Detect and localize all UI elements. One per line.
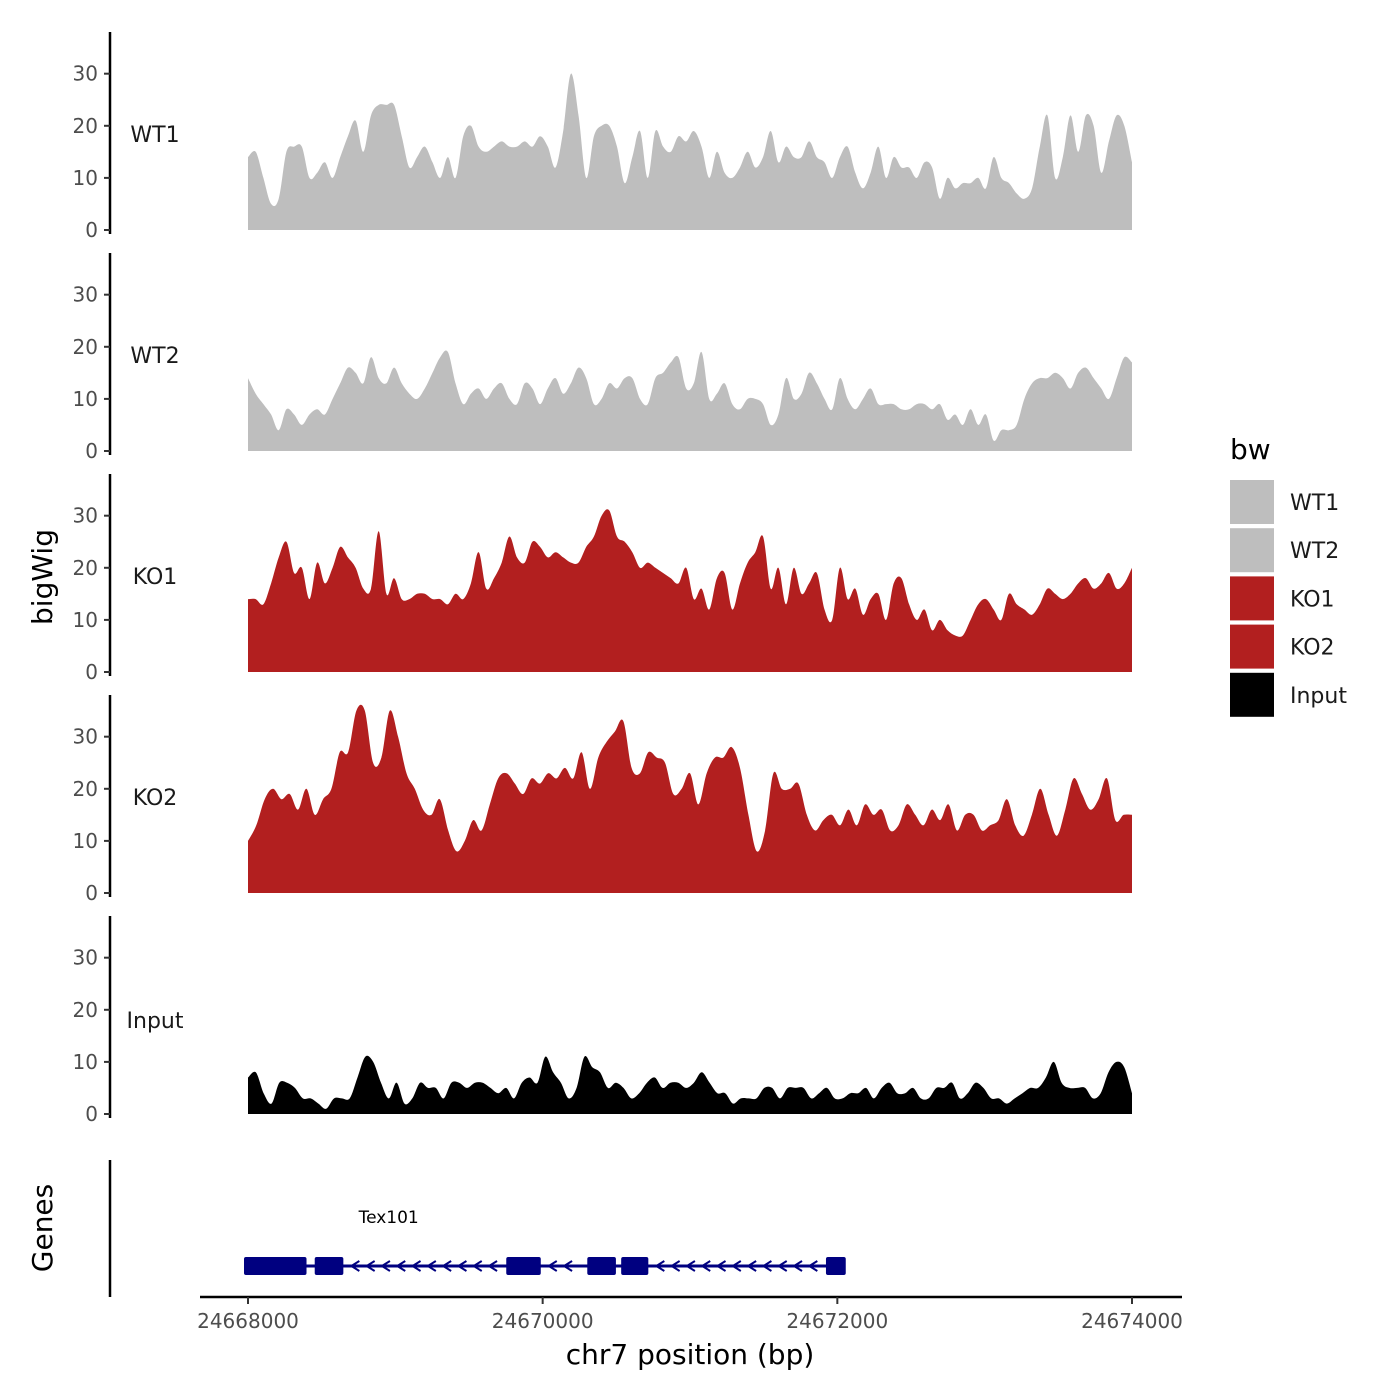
legend-label-ko2: KO2 [1290, 636, 1335, 661]
y-tick-label: 20 [73, 998, 98, 1022]
legend-swatch-ko2 [1230, 624, 1274, 669]
legend-label-wt1: WT1 [1290, 491, 1339, 516]
y-tick-label: 10 [73, 829, 98, 853]
x-axis-title: chr7 position (bp) [566, 1338, 815, 1371]
strand-arrow [562, 1260, 573, 1272]
strand-arrow [456, 1260, 467, 1272]
y-tick-label: 10 [73, 166, 98, 190]
y-tick-label: 10 [73, 1050, 98, 1074]
strand-arrow [380, 1260, 391, 1272]
x-tick-label: 24670000 [492, 1309, 594, 1333]
gene-track: Tex101 [108, 1160, 846, 1297]
strand-arrow [776, 1260, 788, 1272]
gene-name-label: Tex101 [358, 1208, 419, 1228]
legend-swatch-ko1 [1230, 576, 1274, 621]
y-axis-title: bigWig [26, 529, 59, 625]
y-tick-label: 20 [73, 335, 98, 359]
legend-swatch-wt2 [1230, 528, 1274, 573]
y-tick-label: 30 [73, 725, 98, 749]
genes-axis-title: Genes [26, 1184, 59, 1272]
y-tick-label: 0 [85, 881, 98, 905]
gene-exon [825, 1257, 846, 1275]
y-tick-label: 30 [73, 946, 98, 970]
legend-label-wt2: WT2 [1290, 539, 1339, 564]
tracks-group: 0 10 20 30 WT1 0 10 20 30 WT2 0 10 20 30 KO1 0 10 20 30 KO2… [73, 32, 1132, 1126]
y-tick-label: 0 [85, 1102, 98, 1126]
strand-arrow [730, 1260, 742, 1272]
coverage-area-wt2 [248, 350, 1132, 451]
strand-arrow [807, 1260, 818, 1272]
strand-arrow [654, 1260, 665, 1272]
legend: bw WT1 WT2 KO1 KO2 Input [1230, 433, 1347, 717]
y-tick-label: 20 [73, 777, 98, 801]
track-input: 0 10 20 30 Input [73, 916, 1132, 1126]
strand-arrow [761, 1260, 772, 1272]
x-axis: 24668000 24670000 24672000 24674000 [197, 1295, 1183, 1333]
legend-swatch-input [1230, 672, 1274, 717]
track-ko2: 0 10 20 30 KO2 [73, 695, 1132, 905]
legend-swatch-wt1 [1230, 480, 1274, 524]
y-tick-label: 10 [73, 608, 98, 632]
strand-arrow [349, 1260, 360, 1272]
strand-arrow [792, 1260, 803, 1272]
coverage-area-input [248, 1055, 1132, 1114]
strand-arrow [487, 1260, 498, 1272]
track-wt1: 0 10 20 30 WT1 [73, 32, 1132, 242]
y-tick-label: 30 [73, 504, 98, 528]
coverage-area-ko2 [248, 704, 1132, 893]
track-label: KO1 [133, 565, 178, 590]
gene-exon [314, 1257, 344, 1275]
gene-exon [244, 1257, 307, 1275]
gene-exon [587, 1257, 616, 1275]
y-tick-label: 30 [73, 62, 98, 86]
strand-arrow [715, 1260, 727, 1272]
y-tick-label: 0 [85, 439, 98, 463]
gene-exon [506, 1257, 541, 1275]
strand-arrow [410, 1260, 422, 1272]
track-ko1: 0 10 20 30 KO1 [73, 474, 1132, 684]
strand-arrow [441, 1260, 452, 1272]
gene-exon [621, 1257, 649, 1275]
track-wt2: 0 10 20 30 WT2 [73, 253, 1132, 463]
coverage-area-ko1 [248, 509, 1132, 672]
legend-label-input: Input [1290, 684, 1347, 709]
strand-arrow [425, 1260, 437, 1272]
coverage-area-wt1 [248, 73, 1132, 230]
y-tick-label: 20 [73, 556, 98, 580]
strand-arrow [546, 1260, 558, 1272]
gene-tex101: Tex101 [244, 1208, 846, 1275]
track-label: WT2 [130, 344, 179, 369]
track-label: KO2 [133, 786, 178, 811]
strand-arrow [471, 1260, 483, 1272]
y-tick-label: 0 [85, 660, 98, 684]
strand-arrow [364, 1260, 376, 1272]
legend-label-ko1: KO1 [1290, 587, 1335, 612]
strand-arrow [395, 1260, 406, 1272]
legend-title: bw [1230, 433, 1271, 466]
x-tick-label: 24674000 [1081, 1309, 1183, 1333]
y-tick-label: 10 [73, 387, 98, 411]
strand-arrow [685, 1260, 696, 1272]
track-label: WT1 [130, 123, 179, 148]
y-tick-label: 30 [73, 283, 98, 307]
track-label: Input [127, 1009, 184, 1034]
y-tick-label: 20 [73, 114, 98, 138]
strand-arrow [669, 1260, 681, 1272]
strand-arrow [746, 1260, 757, 1272]
x-tick-label: 24668000 [197, 1309, 299, 1333]
strand-arrow [700, 1260, 711, 1272]
x-tick-label: 24672000 [786, 1309, 888, 1333]
y-tick-label: 0 [85, 218, 98, 242]
